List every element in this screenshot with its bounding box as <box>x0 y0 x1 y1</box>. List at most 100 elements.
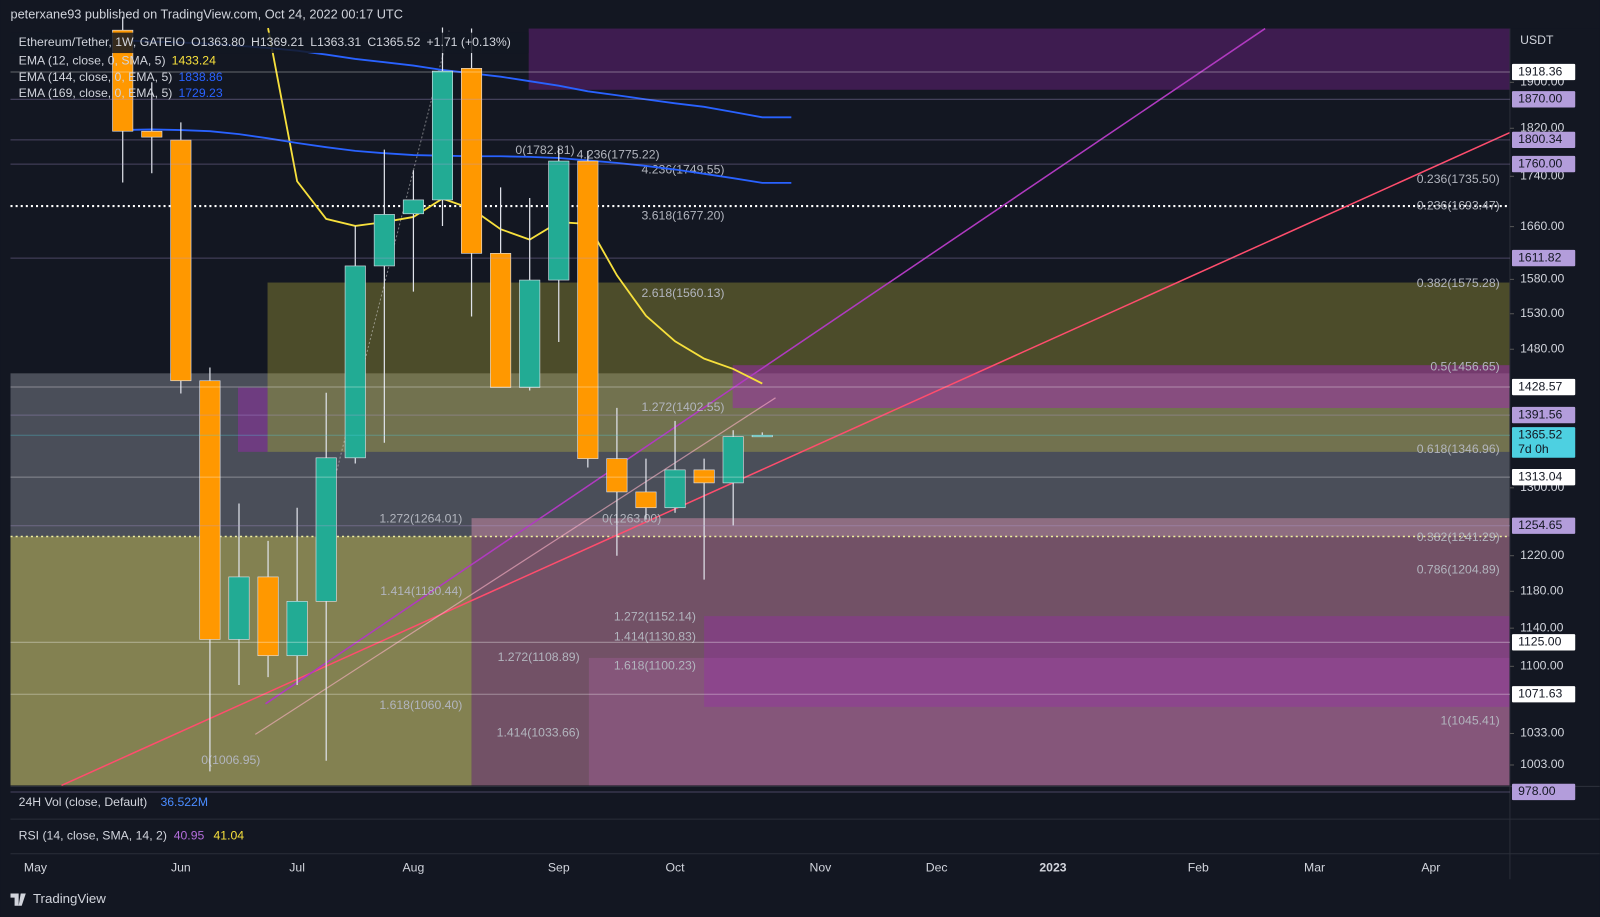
price-box-label: 1760.00 <box>1518 156 1562 170</box>
fib-label: 1.618(1060.40) <box>379 698 462 712</box>
y-tick-label: 1180.00 <box>1520 584 1564 598</box>
candle-body <box>112 29 134 132</box>
fib-label: 0(1263.00) <box>602 511 661 525</box>
candle-body <box>286 601 308 657</box>
currency: USDT <box>1520 33 1554 47</box>
fib-label: 0.382(1241.29) <box>1417 530 1500 544</box>
price-box-label: 1611.82 <box>1518 250 1562 264</box>
fib-label: 1.618(1100.23) <box>614 658 696 672</box>
rsi-name: RSI (14, close, SMA, 14, 2) <box>19 829 167 843</box>
fib-label: 4.236(1775.22) <box>577 147 660 161</box>
x-tick-label: 2023 <box>1039 860 1066 874</box>
price-box <box>1511 131 1576 149</box>
legend-series: EMA (169, close, 0, EMA, 5) <box>19 86 173 100</box>
y-tick-label: 1003.00 <box>1520 757 1564 771</box>
fib-label: 0.5(1456.65) <box>1430 359 1499 373</box>
candle-body <box>577 160 599 459</box>
candle-body <box>548 160 570 281</box>
legend-text: Ethereum/Tether, 1W, GATEIO <box>19 35 185 49</box>
brand: TradingView <box>33 891 106 906</box>
fib-label: 0(1782.81) <box>515 143 574 157</box>
fib-label: 1.272(1264.01) <box>379 511 462 525</box>
legend-series: EMA (12, close, 0, SMA, 5) <box>19 53 166 67</box>
price-box <box>1511 686 1576 703</box>
price-box-label: 1800.34 <box>1518 132 1562 146</box>
publisher: peterxane93 published on TradingView.com… <box>11 7 403 22</box>
y-tick-label: 1580.00 <box>1520 272 1564 286</box>
price-box-label: 1254.65 <box>1518 518 1562 532</box>
fib-label: 1.272(1152.14) <box>614 609 696 623</box>
fib-label: 0.382(1575.28) <box>1417 276 1500 290</box>
x-tick-label: Aug <box>403 860 425 874</box>
fib-label: 0.618(1346.96) <box>1417 442 1500 456</box>
price-box <box>1511 427 1576 458</box>
x-tick-label: Dec <box>926 860 948 874</box>
candle-body <box>722 436 744 484</box>
fib-label: 1.272(1108.89) <box>498 650 580 664</box>
legend-series: EMA (144, close, 0, EMA, 5) <box>19 70 173 84</box>
brand-logo <box>10 893 26 906</box>
candle-body <box>373 214 395 267</box>
price-box-label: 1125.00 <box>1518 635 1562 649</box>
candle-body <box>257 576 279 657</box>
candle-body <box>170 139 192 382</box>
fib-label: 1(1045.41) <box>1441 713 1500 727</box>
zones <box>10 27 1511 787</box>
price-box <box>1511 378 1576 396</box>
legend-text: O1363.80 <box>191 35 245 49</box>
fib-label: 0.786(1204.89) <box>1417 562 1500 576</box>
legend-text: +1.71 (+0.13%) <box>427 35 511 49</box>
y-tick-label: 1033.00 <box>1520 726 1564 740</box>
price-box <box>1511 634 1576 651</box>
y-tick-label: 1140.00 <box>1520 620 1564 634</box>
ema-line <box>267 27 763 385</box>
fib-label: 2.618(1560.13) <box>642 286 725 300</box>
x-tick-label: Jun <box>171 860 191 874</box>
price-box <box>1511 406 1576 424</box>
legend-value: 1838.86 <box>178 70 222 84</box>
y-tick-label: 1220.00 <box>1520 548 1564 562</box>
fib-label: 3.618(1677.20) <box>642 208 725 222</box>
x-tick-label: Mar <box>1304 860 1325 874</box>
fib-label: 1.414(1130.83) <box>614 630 696 644</box>
fib-label: 1.414(1180.44) <box>380 584 462 598</box>
fib-label: 0.236(1735.50) <box>1417 172 1500 186</box>
zone <box>237 387 268 452</box>
x-tick-label: Apr <box>1421 860 1440 874</box>
legend-value: 1433.24 <box>172 53 216 67</box>
volume-value: 36.522M <box>160 795 208 809</box>
x-tick-label: Nov <box>810 860 833 874</box>
price-box <box>1511 63 1576 81</box>
price-box <box>1511 517 1576 534</box>
volume-name: 24H Vol (close, Default) <box>19 795 148 809</box>
candle-body <box>461 68 483 254</box>
candle-body <box>431 70 453 201</box>
y-tick-label: 1530.00 <box>1520 306 1564 320</box>
zone <box>10 536 472 786</box>
fib-label: 0.236(1693.47) <box>1417 198 1500 212</box>
price-box-label: 978.00 <box>1518 784 1556 798</box>
candle-body <box>228 576 250 640</box>
ema-line <box>122 128 792 184</box>
y-tick-label: 1100.00 <box>1520 659 1564 673</box>
candle-body <box>751 434 773 438</box>
fib-label: 0(1006.95) <box>201 753 260 767</box>
legend-bg <box>10 32 529 54</box>
zone <box>732 365 1510 409</box>
price-box <box>1511 783 1576 801</box>
fib-label: 1.414(1033.66) <box>497 726 580 740</box>
rsi-value: 40.95 <box>174 829 205 843</box>
x-tick-label: May <box>24 860 48 874</box>
candle-body <box>664 469 686 509</box>
y-tick-label: 1820.00 <box>1520 121 1564 135</box>
x-tick-label: Jul <box>289 860 305 874</box>
zone <box>471 518 1510 786</box>
legend-text: C1365.52 <box>367 35 420 49</box>
x-tick-label: Feb <box>1188 860 1209 874</box>
trend-line <box>61 131 1511 787</box>
legend-text: H1369.21 <box>251 35 304 49</box>
candle-body <box>635 491 657 509</box>
candle-body <box>141 130 163 138</box>
